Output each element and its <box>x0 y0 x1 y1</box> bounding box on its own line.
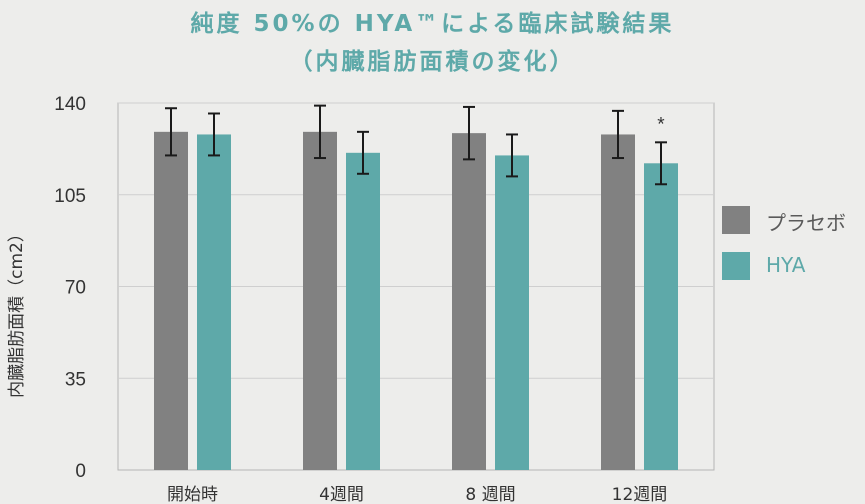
bar-placebo <box>303 131 337 471</box>
y-tick-label: 0 <box>75 461 86 482</box>
bar-hya <box>495 155 529 470</box>
bar-placebo <box>154 131 188 471</box>
chart-subtitle: （内臓脂肪面積の変化） <box>289 49 576 75</box>
significance-mark: * <box>657 114 665 135</box>
y-tick-label: 70 <box>65 278 86 299</box>
bar-hya <box>346 152 380 471</box>
bar-placebo <box>452 133 486 470</box>
legend-label-placebo: プラセボ <box>766 211 846 235</box>
x-tick-label: 12週間 <box>612 485 668 504</box>
y-axis-label: 内臓脂肪面積（cm2） <box>7 225 27 398</box>
x-tick-label: 8 週間 <box>465 485 515 504</box>
x-tick-label: 開始時 <box>167 485 218 504</box>
bar-hya <box>197 134 231 470</box>
legend-swatch-placebo <box>722 206 750 234</box>
y-tick-label: 35 <box>65 369 86 390</box>
chart-title: 純度 50%の HYA™による臨床試験結果 <box>190 11 675 37</box>
bar-hya <box>644 163 678 471</box>
legend-swatch-hya <box>722 252 750 280</box>
x-tick-label: 4週間 <box>319 485 364 504</box>
y-tick-label: 105 <box>54 186 86 207</box>
legend-label-hya: HYA <box>766 253 806 277</box>
bar-placebo <box>601 134 635 470</box>
y-tick-label: 140 <box>54 94 86 115</box>
